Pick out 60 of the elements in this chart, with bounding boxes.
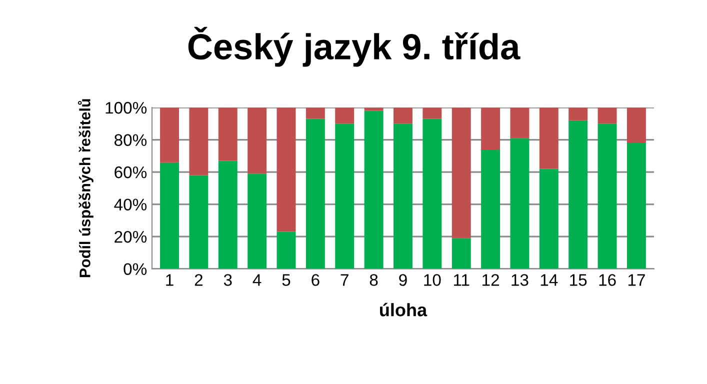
x-tick-label: 10 <box>424 274 441 286</box>
bar <box>568 120 588 269</box>
bar <box>218 108 238 161</box>
bar <box>452 238 471 269</box>
bar <box>539 168 558 269</box>
x-axis-title: úloha <box>380 302 428 316</box>
x-tick-label: 4 <box>252 274 262 286</box>
x-tick-label: 2 <box>194 274 202 286</box>
bar <box>510 108 530 138</box>
x-tick-label: 9 <box>399 274 407 286</box>
x-tick-label: 15 <box>570 274 587 286</box>
bar <box>335 108 354 124</box>
x-tick-label: 1 <box>166 274 174 286</box>
y-tick-label: 100% <box>106 102 147 114</box>
y-tick-label: 40% <box>114 198 147 210</box>
x-tick-label: 5 <box>282 274 290 286</box>
bar <box>248 108 267 174</box>
y-axis-title: Podíl úspěšných řešitelů <box>78 99 94 278</box>
bar <box>539 108 558 169</box>
bar <box>248 174 267 269</box>
bar <box>598 108 617 124</box>
x-tick-label: 7 <box>340 274 348 286</box>
bar <box>626 108 646 143</box>
bar <box>160 108 179 162</box>
x-tick-label: 6 <box>312 274 320 286</box>
x-tick-label: 17 <box>628 274 645 286</box>
x-tick-label: 12 <box>482 274 499 286</box>
bar <box>364 110 384 269</box>
y-tick-label: 60% <box>114 166 147 178</box>
bar <box>276 108 296 232</box>
chart-title: Český jazyk 9. třída <box>188 26 520 67</box>
bar <box>452 108 471 238</box>
y-tick-label: 20% <box>114 230 147 243</box>
x-tick-label: 13 <box>512 274 528 286</box>
bar <box>160 162 179 269</box>
bar <box>510 138 530 269</box>
x-tick-label: 11 <box>454 274 470 286</box>
bar <box>626 143 646 269</box>
bar <box>481 108 500 150</box>
bar <box>394 108 412 124</box>
x-tick-label: 3 <box>224 274 232 286</box>
bar <box>189 175 208 269</box>
bar <box>306 108 325 119</box>
bar <box>335 124 354 269</box>
x-tick-label: 16 <box>599 274 616 286</box>
bar <box>276 232 296 269</box>
x-tick-label: 14 <box>540 274 558 286</box>
bar <box>422 108 442 119</box>
bar <box>422 118 442 269</box>
bar <box>481 149 500 269</box>
bar <box>394 124 412 269</box>
bar <box>598 124 617 269</box>
bar <box>218 160 238 269</box>
y-tick-label: 0% <box>124 263 147 276</box>
y-tick-label: 80% <box>114 134 147 146</box>
bar <box>364 108 384 111</box>
x-tick-label: 8 <box>370 274 378 286</box>
bar <box>306 118 325 269</box>
bar <box>568 108 588 120</box>
bar <box>189 108 208 176</box>
